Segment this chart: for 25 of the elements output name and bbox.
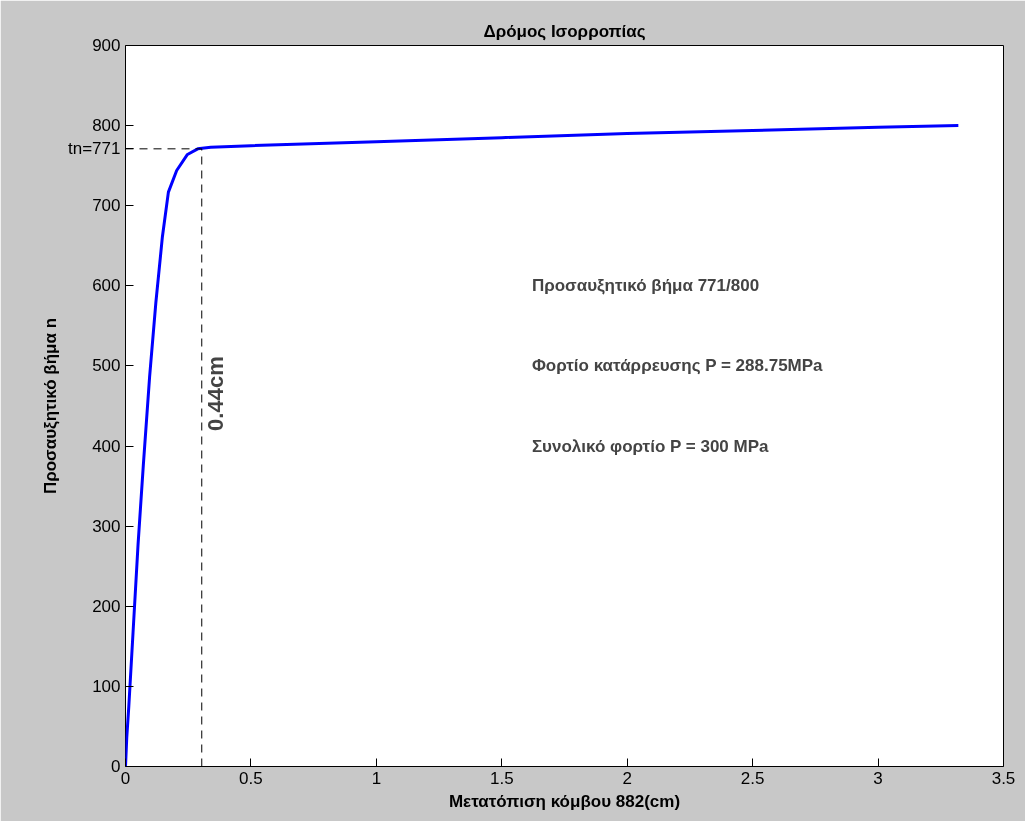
y-tick-label: 800: [92, 116, 121, 136]
x-tick-label: 0.5: [239, 768, 263, 788]
y-tick-label: 300: [92, 516, 121, 536]
y-tick-label: 700: [92, 196, 121, 216]
x-tick-label: 3: [873, 768, 883, 788]
x-tick-label: 1.5: [489, 768, 514, 788]
y-tick-label: 200: [92, 596, 121, 616]
line-series: [125, 124, 960, 767]
annotation: Συνολικό φορτίο P = 300 MPa: [531, 436, 770, 456]
y-axis-title: Προσαυξητικό βήμα n: [41, 317, 61, 495]
x-tick-label: 1: [371, 768, 382, 788]
y-tick-label: 600: [92, 276, 121, 296]
y-tick-label: 900: [92, 36, 121, 55]
x-tick-label: 2: [622, 768, 632, 788]
ref-line-label: tn=771: [68, 139, 121, 159]
ref-line-label: 0.44cm: [203, 356, 229, 431]
annotation: Φορτίο κατάρρευσης P = 288.75MPa: [531, 356, 824, 376]
chart-title: Δρόμος Ισορροπίας: [483, 21, 646, 41]
y-tick-label: 500: [92, 356, 121, 376]
x-tick-label: 2.5: [740, 768, 765, 788]
x-axis-title: Μετατόπιση κόμβου 882(cm): [448, 791, 681, 811]
annotation: Προσαυξητικό βήμα 771/800: [531, 276, 760, 296]
y-tick-label: 100: [92, 676, 121, 696]
y-tick-label: 400: [92, 436, 121, 456]
x-tick-label: 3.5: [991, 768, 1016, 788]
